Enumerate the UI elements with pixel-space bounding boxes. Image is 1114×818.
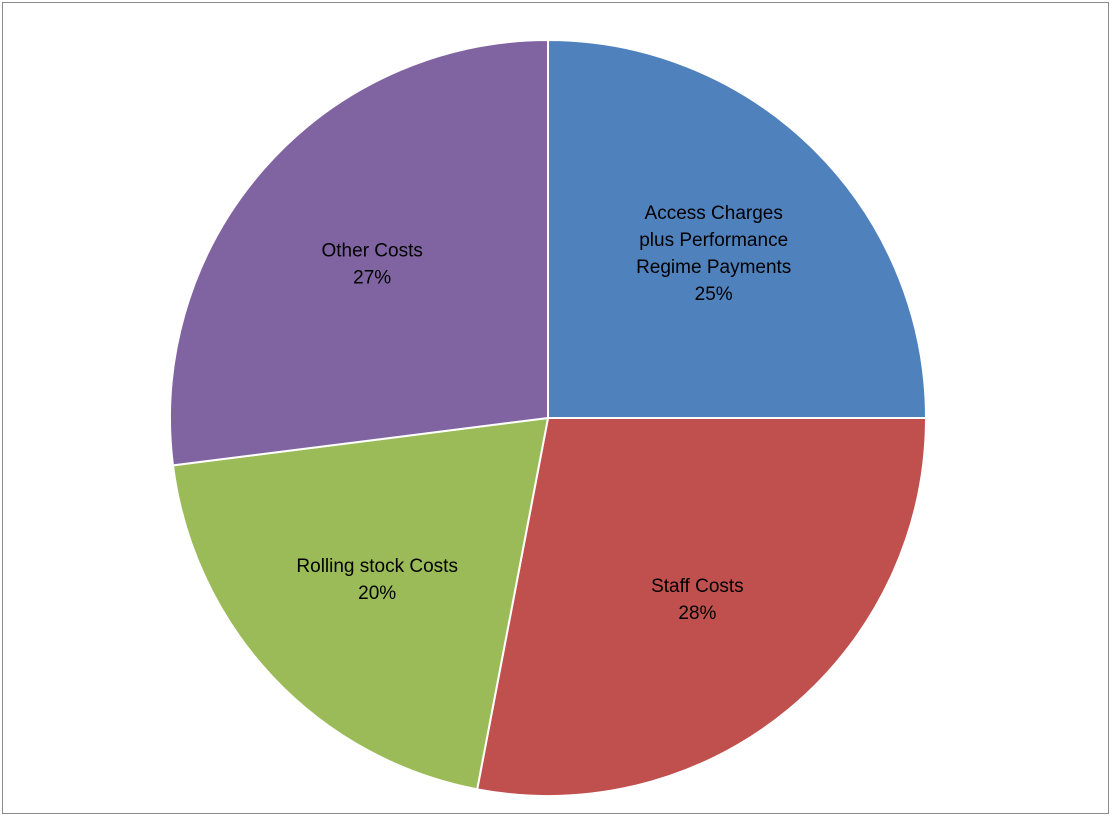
- data-label-category: Staff Costs: [651, 576, 744, 597]
- pie-slice-access-charges-plus-performance-regime-payments: [547, 38, 928, 419]
- data-label-category: Regime Payments: [636, 257, 791, 278]
- data-label-percent: 25%: [695, 284, 733, 305]
- data-label: Staff Costs 28%: [651, 576, 744, 624]
- data-label-category: Rolling stock Costs: [296, 556, 458, 577]
- data-label-category: Other Costs: [322, 241, 423, 262]
- data-label-percent: 28%: [678, 603, 716, 624]
- pie-slice-staff-costs: [476, 417, 928, 797]
- pie-slices: [168, 38, 928, 797]
- data-label: Rolling stock Costs 20%: [296, 556, 458, 604]
- data-label-percent: 20%: [358, 583, 396, 604]
- pie-labels: Access Charges plus Performance Regime Pay…: [296, 203, 791, 624]
- data-label-category: plus Performance: [639, 230, 788, 251]
- pie-slice-rolling-stock-costs: [171, 416, 550, 791]
- data-label-category: Access Charges: [645, 203, 783, 224]
- data-label-percent: 27%: [353, 268, 391, 289]
- data-label: Other Costs 27%: [322, 241, 423, 289]
- data-label: Access Charges plus Performance Regime Pay…: [636, 203, 791, 305]
- pie-slice-other-costs: [168, 38, 549, 467]
